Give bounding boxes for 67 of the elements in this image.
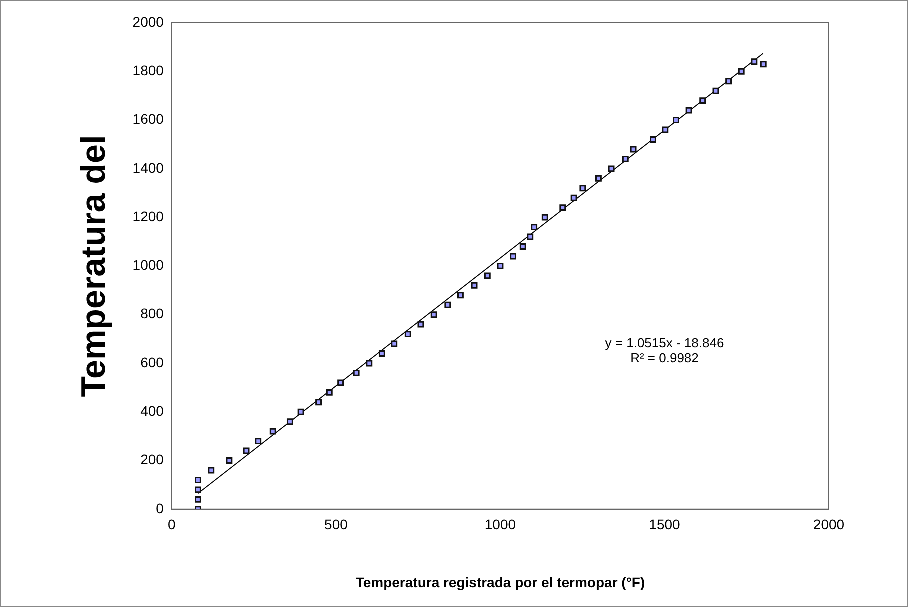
- y-tick-label: 1600: [132, 111, 164, 128]
- y-tick-label: 1800: [132, 62, 164, 78]
- point: [738, 68, 745, 75]
- point: [751, 58, 758, 66]
- y-tick-label: 2000: [132, 14, 164, 30]
- point: [366, 360, 373, 367]
- x-tick-label: 1000: [484, 516, 516, 533]
- point: [484, 272, 491, 280]
- y-tick-label: 1400: [132, 160, 164, 176]
- point: [760, 61, 767, 68]
- point: [391, 340, 398, 348]
- y-tick-label: 1000: [132, 257, 164, 274]
- x-axis-title: Temperatura registrada por el termopar (°F): [356, 574, 646, 590]
- y-axis-title: Temperatura del: [74, 135, 113, 398]
- point: [418, 321, 424, 328]
- y-tick-label: 1200: [132, 208, 164, 224]
- point: [378, 350, 386, 357]
- point: [510, 253, 517, 260]
- point: [195, 496, 202, 503]
- point: [457, 292, 464, 299]
- point: [195, 476, 202, 484]
- point: [286, 418, 294, 426]
- point: [527, 234, 534, 240]
- point: [195, 486, 202, 494]
- x-tick-label: 0: [168, 516, 176, 533]
- point: [353, 370, 360, 376]
- point: [208, 467, 215, 474]
- x-tick-label: 500: [324, 516, 348, 533]
- point: [497, 262, 504, 270]
- point: [316, 399, 322, 406]
- point: [326, 389, 333, 396]
- point: [430, 312, 438, 318]
- point: [226, 458, 233, 464]
- point: [404, 331, 412, 338]
- point: [531, 224, 538, 231]
- point: [595, 175, 602, 182]
- y-tick-label: 200: [140, 452, 164, 468]
- point: [662, 126, 669, 134]
- point: [298, 408, 304, 416]
- annotation: y = 1.0515x - 18.846: [605, 336, 724, 351]
- y-tick-label: 600: [140, 354, 164, 370]
- point: [520, 244, 526, 250]
- point: [622, 156, 629, 162]
- point: [700, 98, 706, 104]
- point: [542, 214, 548, 221]
- point: [243, 448, 250, 454]
- point: [686, 107, 692, 114]
- x-tick-label: 1500: [649, 516, 681, 533]
- point: [255, 438, 262, 445]
- point: [630, 146, 637, 153]
- point: [608, 166, 615, 172]
- y-tick-label: 400: [140, 402, 164, 419]
- point: [712, 88, 720, 94]
- point: [444, 302, 452, 308]
- point: [471, 282, 478, 289]
- point: [338, 380, 344, 386]
- y-tick-label: 0: [156, 500, 164, 516]
- point: [570, 194, 578, 202]
- y-tick-label: 800: [140, 306, 164, 322]
- annotation: R² = 0.9982: [630, 350, 699, 366]
- point: [560, 204, 566, 212]
- point: [726, 78, 732, 85]
- x-tick-label: 2000: [813, 516, 845, 533]
- point: [580, 185, 586, 192]
- point: [270, 428, 276, 435]
- point: [673, 117, 680, 124]
- point: [650, 136, 656, 143]
